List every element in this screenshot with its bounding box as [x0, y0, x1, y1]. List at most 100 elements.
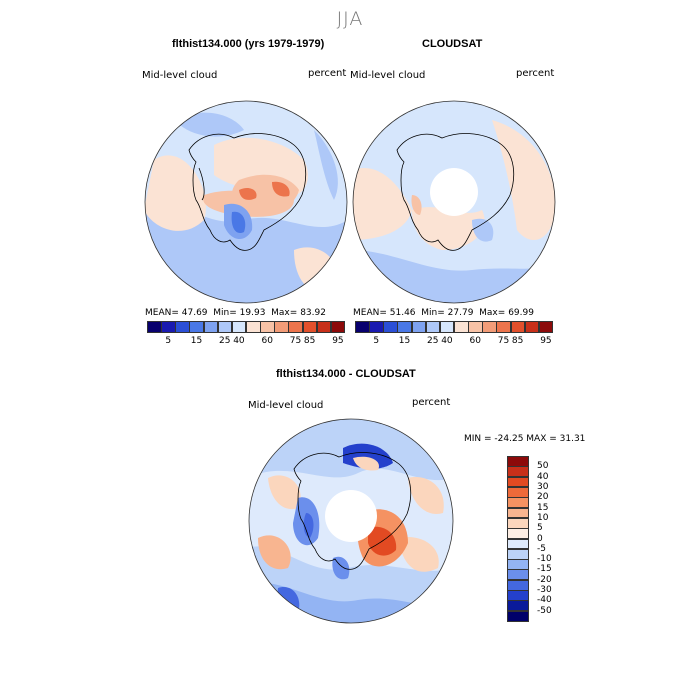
colorbar-tick-label: 20 [537, 492, 549, 503]
panel1-max-label: Max= [271, 308, 298, 318]
panel2-units-label: percent [516, 68, 555, 79]
colorbar-swatch [510, 321, 526, 333]
colorbar-swatch [231, 321, 247, 333]
colorbar-swatch [288, 321, 304, 333]
colorbar-tick-label: -20 [537, 574, 552, 585]
colorbar-swatch [425, 321, 441, 333]
panel2-colorbar [355, 321, 554, 333]
colorbar-swatch [330, 321, 346, 333]
colorbar-swatch [507, 590, 529, 601]
panel1-min-value: 19.93 [239, 308, 266, 318]
panel2-mean-label: MEAN= [353, 308, 387, 318]
colorbar-tick-label: 15 [537, 502, 549, 513]
colorbar-swatch [383, 321, 398, 333]
colorbar-tick-label: -30 [537, 585, 552, 596]
colorbar-swatch [507, 538, 529, 550]
colorbar-tick-label: 10 [537, 512, 549, 523]
colorbar-tick-label: 40 [441, 336, 453, 346]
panel1-polar-map [144, 100, 348, 304]
panel1-variable-label: Mid-level cloud [142, 70, 218, 81]
colorbar-swatch [369, 321, 384, 333]
panel3-polar-map [248, 418, 454, 624]
colorbar-swatch [189, 321, 205, 333]
panel2-title: CLOUDSAT [422, 38, 483, 50]
colorbar-tick-label: 95 [540, 336, 552, 346]
colorbar-tick-label: 25 [219, 336, 231, 346]
colorbar-tick-label: 5 [537, 523, 543, 534]
panel3-colorbar-labels: 50 40 30 20 15 10 5 0 -5 -10 -15 -20 -30 -40 -50 [537, 456, 577, 621]
colorbar-swatch [274, 321, 289, 333]
colorbar-tick-label: 25 [427, 336, 439, 346]
colorbar-tick-label: 0 [537, 533, 543, 544]
colorbar-tick-label: 85 [511, 336, 524, 346]
colorbar-tick-label: 5 [165, 336, 172, 346]
colorbar-swatch [246, 321, 261, 333]
colorbar-swatch [507, 559, 529, 570]
panel2-mean-value: 51.46 [389, 308, 416, 318]
colorbar-tick-label: 50 [537, 461, 549, 472]
colorbar-swatch [507, 600, 529, 612]
colorbar-swatch [302, 321, 318, 333]
colorbar-swatch [260, 321, 275, 333]
colorbar-swatch [175, 321, 190, 333]
panel1-units-label: percent [308, 68, 347, 79]
colorbar-swatch [507, 507, 529, 519]
colorbar-swatch [507, 466, 529, 478]
panel1-stats: MEAN= 47.69 Min= 19.93 Max= 83.92 [145, 308, 326, 318]
colorbar-swatch [411, 321, 427, 333]
colorbar-swatch [524, 321, 540, 333]
colorbar-tick-label: 5 [373, 336, 380, 346]
colorbar-tick-label: 75 [289, 336, 302, 346]
panel2-min-value: 27.79 [447, 308, 474, 318]
colorbar-tick-label: 40 [537, 471, 549, 482]
colorbar-swatch [203, 321, 219, 333]
figure-title: JJA [336, 8, 364, 30]
colorbar-swatch [439, 321, 455, 333]
panel1-title: flthist134.000 (yrs 1979-1979) [172, 38, 325, 50]
colorbar-tick-label: -40 [537, 595, 552, 606]
panel2-colorbar-ticks: 5 15 25 40 60 75 85 95 [355, 336, 553, 348]
colorbar-tick-label: 95 [332, 336, 344, 346]
colorbar-swatch [507, 610, 529, 622]
colorbar-swatch [454, 321, 469, 333]
colorbar-swatch [482, 321, 497, 333]
panel3-variable-label: Mid-level cloud [248, 400, 324, 411]
panel1-min-label: Min= [213, 308, 237, 318]
colorbar-swatch [538, 321, 554, 333]
colorbar-swatch [161, 321, 176, 333]
colorbar-swatch [507, 456, 529, 467]
panel3-minmax-text: MIN = -24.25 MAX = 31.31 [464, 434, 586, 444]
colorbar-tick-label: 60 [261, 336, 273, 346]
colorbar-swatch [468, 321, 483, 333]
panel1-max-value: 83.92 [300, 308, 326, 318]
panel2-min-label: Min= [421, 308, 445, 318]
colorbar-tick-label: 30 [537, 481, 549, 492]
colorbar-swatch [316, 321, 332, 333]
colorbar-tick-label: 60 [469, 336, 481, 346]
colorbar-tick-label: 15 [190, 336, 203, 346]
panel2-max-label: Max= [479, 308, 506, 318]
colorbar-tick-label: -50 [537, 605, 552, 616]
panel2-stats: MEAN= 51.46 Min= 27.79 Max= 69.99 [353, 308, 534, 318]
colorbar-swatch [507, 497, 529, 509]
panel1-colorbar [147, 321, 346, 333]
colorbar-tick-label: -10 [537, 554, 552, 565]
panel2-variable-label: Mid-level cloud [350, 70, 426, 81]
colorbar-swatch [397, 321, 413, 333]
colorbar-swatch [496, 321, 512, 333]
panel3-colorbar [507, 456, 529, 622]
colorbar-tick-label: 75 [497, 336, 510, 346]
colorbar-tick-label: -5 [537, 543, 546, 554]
colorbar-swatch [507, 569, 529, 581]
panel2-polar-map [352, 100, 556, 304]
colorbar-swatch [507, 517, 529, 529]
colorbar-tick-label: 40 [233, 336, 245, 346]
panel1-mean-label: MEAN= [145, 308, 179, 318]
colorbar-swatch [507, 548, 529, 560]
colorbar-swatch [507, 528, 529, 539]
colorbar-swatch [507, 476, 529, 488]
panel2-max-value: 69.99 [508, 308, 534, 318]
colorbar-tick-label: 85 [303, 336, 316, 346]
colorbar-swatch [147, 321, 162, 333]
panel3-units-label: percent [412, 397, 451, 408]
